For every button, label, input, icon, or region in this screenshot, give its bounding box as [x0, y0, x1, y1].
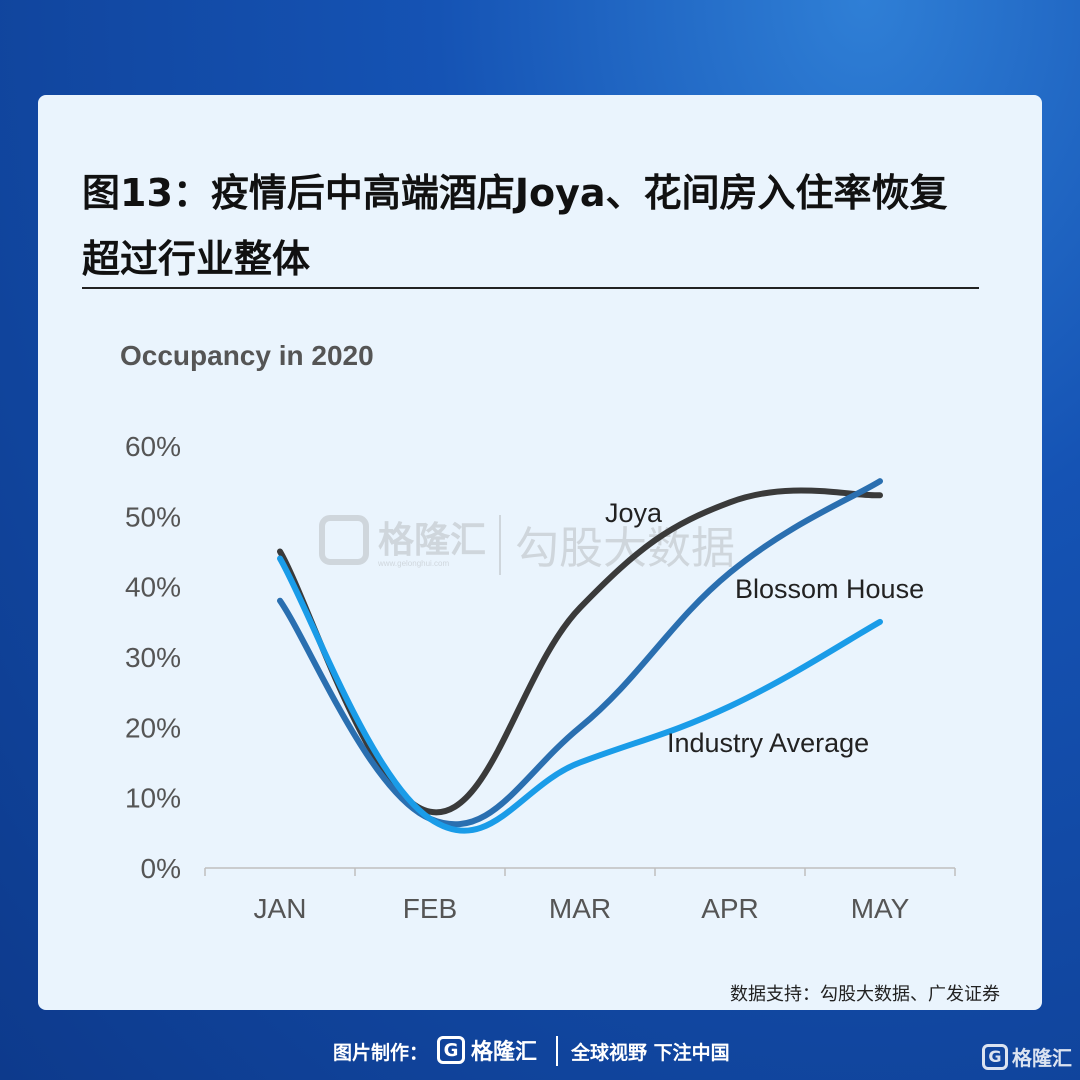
blossom-house-line — [277, 478, 883, 828]
y-tick-label: 30% — [125, 642, 181, 673]
y-tick-label: 40% — [125, 572, 181, 603]
footer-divider — [556, 1036, 558, 1066]
y-tick-label: 50% — [125, 501, 181, 532]
watermark-logo-icon — [319, 515, 369, 565]
watermark-url: www.gelonghui.com — [377, 559, 449, 568]
source-note: 数据支持：勾股大数据、广发证券 — [730, 984, 1000, 1005]
chart-title: Occupancy in 2020 — [120, 340, 374, 371]
figure-title: 图13：疫情后中高端酒店Joya、花间房入住率恢复超过行业整体 — [82, 171, 948, 281]
series-label: Joya — [605, 498, 663, 528]
corner-logo-icon: G — [982, 1043, 1008, 1070]
x-tick-label: MAR — [549, 893, 611, 924]
footer-slogan: 全球视野 下注中国 — [571, 1042, 730, 1064]
x-tick-label: FEB — [403, 893, 457, 924]
y-tick-label: 10% — [125, 783, 181, 814]
y-tick-label: 60% — [125, 431, 181, 462]
x-tick-label: APR — [701, 893, 759, 924]
y-tick-label: 0% — [141, 853, 181, 884]
gelonghui-logo-icon: G — [437, 1036, 465, 1064]
footer-made-by: 图片制作： — [333, 1042, 429, 1064]
corner-logo-text: 格隆汇 — [1012, 1046, 1072, 1070]
footer-logo: G 格隆汇 — [437, 1034, 537, 1066]
footer-bar: 图片制作： G 格隆汇 全球视野 下注中国 G 格隆汇 — [0, 1022, 1080, 1080]
footer-logo-text: 格隆汇 — [471, 1040, 538, 1065]
y-tick-label: 20% — [125, 712, 181, 743]
corner-logo: G 格隆汇 — [982, 1042, 1072, 1071]
series-label: Industry Average — [667, 728, 869, 758]
series-label: Blossom House — [735, 574, 924, 604]
watermark: 格隆汇 www.gelonghui.com 勾股大数据 — [319, 515, 735, 575]
series-layer — [277, 478, 883, 834]
x-tick-label: MAY — [851, 893, 910, 924]
watermark-brand: 格隆汇 — [378, 520, 486, 561]
industry-average-line — [277, 555, 883, 834]
title-divider — [82, 287, 979, 289]
series-labels: Joya Blossom House Industry Average — [605, 498, 924, 758]
axes: 0% 10% 20% 30% 40% 50% 60% JAN FEB MAR APR MAY — [125, 431, 956, 924]
chart-card — [38, 95, 1042, 1010]
x-tick-label: JAN — [254, 893, 307, 924]
